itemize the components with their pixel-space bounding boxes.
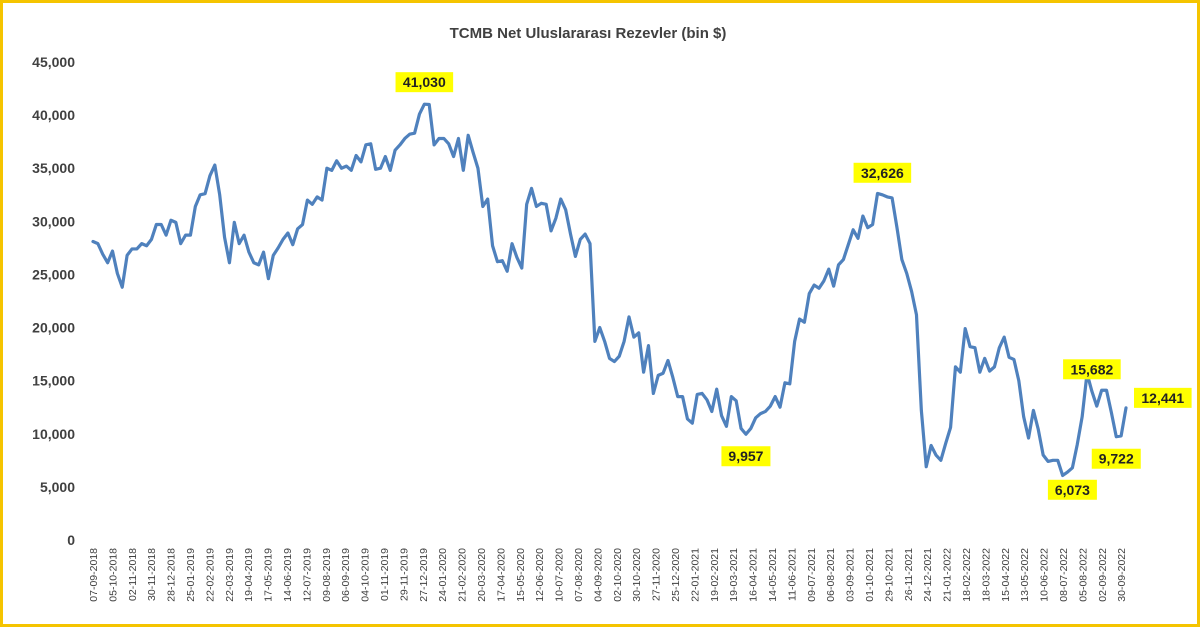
data-label-highlight xyxy=(1063,359,1121,380)
data-label: 9,957 xyxy=(721,446,771,467)
data-label-text: 12,441 xyxy=(1141,390,1184,406)
x-tick-label: 22-02-2019 xyxy=(204,548,216,602)
x-tick-label: 24-01-2020 xyxy=(437,548,449,602)
y-tick-label: 10,000 xyxy=(32,426,75,442)
x-tick-label: 07-09-2018 xyxy=(88,548,100,602)
x-tick-label: 17-04-2020 xyxy=(495,548,507,602)
x-tick-label: 05-08-2022 xyxy=(1077,548,1089,602)
x-tick-label: 25-01-2019 xyxy=(185,548,197,602)
data-label-text: 6,073 xyxy=(1055,482,1090,498)
x-tick-label: 02-09-2022 xyxy=(1097,548,1109,602)
x-tick-label: 20-03-2020 xyxy=(476,548,488,602)
data-labels: 41,030 9,957 32,626 6,073 15,682 9,722 12,441 xyxy=(395,72,1192,500)
x-tick-label: 02-10-2020 xyxy=(612,548,624,602)
data-label-highlight xyxy=(1047,479,1097,500)
x-tick-label: 01-10-2021 xyxy=(864,548,876,602)
x-tick-label: 06-09-2019 xyxy=(340,548,352,602)
x-tick-label: 12-07-2019 xyxy=(301,548,313,602)
y-tick-label: 0 xyxy=(67,532,75,548)
y-tick-label: 15,000 xyxy=(32,373,75,389)
y-tick-label: 20,000 xyxy=(32,320,75,336)
x-tick-label: 27-11-2020 xyxy=(651,548,663,601)
x-tick-label: 11-06-2021 xyxy=(786,548,798,601)
x-tick-label: 18-02-2022 xyxy=(961,548,973,602)
data-label-highlight xyxy=(1091,448,1141,469)
x-tick-label: 04-10-2019 xyxy=(360,548,372,602)
x-tick-label: 06-08-2021 xyxy=(825,548,837,602)
y-tick-label: 5,000 xyxy=(40,479,75,495)
data-label: 6,073 xyxy=(1047,479,1097,500)
data-label: 9,722 xyxy=(1091,448,1141,469)
x-tick-label: 15-05-2020 xyxy=(515,548,527,602)
data-label-text: 9,957 xyxy=(728,448,763,464)
x-tick-label: 27-12-2019 xyxy=(418,548,430,602)
y-tick-label: 45,000 xyxy=(32,54,75,70)
x-tick-label: 14-05-2021 xyxy=(767,548,779,602)
x-tick-label: 30-09-2022 xyxy=(1116,548,1128,602)
x-tick-label: 08-07-2022 xyxy=(1058,548,1070,602)
x-tick-label: 13-05-2022 xyxy=(1019,548,1031,602)
y-axis: 0 5,000 10,000 15,000 20,000 25,000 30,000 35,0… xyxy=(32,54,75,548)
x-tick-label: 01-11-2019 xyxy=(379,548,391,601)
data-label-text: 9,722 xyxy=(1099,451,1134,467)
y-tick-label: 40,000 xyxy=(32,107,75,123)
x-tick-label: 25-12-2020 xyxy=(670,548,682,602)
x-tick-label: 22-01-2021 xyxy=(689,548,701,602)
y-tick-label: 30,000 xyxy=(32,213,75,229)
data-label-text: 32,626 xyxy=(861,165,904,181)
x-tick-label: 17-05-2019 xyxy=(263,548,275,602)
data-label-highlight xyxy=(395,72,454,93)
x-tick-label: 19-04-2019 xyxy=(243,548,255,602)
x-tick-label: 24-12-2021 xyxy=(922,548,934,602)
x-tick-label: 12-06-2020 xyxy=(534,548,546,602)
x-tick-label: 18-03-2022 xyxy=(980,548,992,602)
data-label-highlight xyxy=(721,446,771,467)
x-tick-label: 21-02-2020 xyxy=(457,548,469,602)
data-label: 41,030 xyxy=(395,72,454,93)
x-tick-label: 14-06-2019 xyxy=(282,548,294,602)
x-tick-label: 03-09-2021 xyxy=(845,548,857,602)
data-label-highlight xyxy=(1134,387,1192,408)
chart-title: TCMB Net Uluslararası Rezevler (bin $) xyxy=(450,25,727,42)
x-tick-label: 10-07-2020 xyxy=(554,548,566,602)
data-label: 15,682 xyxy=(1063,359,1121,380)
y-tick-label: 25,000 xyxy=(32,266,75,282)
data-label: 32,626 xyxy=(853,162,912,183)
x-tick-label: 07-08-2020 xyxy=(573,548,585,602)
series-layer xyxy=(91,102,1128,478)
x-tick-label: 09-07-2021 xyxy=(806,548,818,602)
x-tick-label: 22-03-2019 xyxy=(224,548,236,602)
x-axis: 07-09-2018 05-10-2018 02-11-2018 30-11-2018… xyxy=(88,548,1128,602)
x-tick-label: 29-11-2019 xyxy=(398,548,410,601)
data-label-text: 15,682 xyxy=(1070,361,1113,377)
x-tick-label: 19-02-2021 xyxy=(709,548,721,602)
data-label: 12,441 xyxy=(1134,387,1192,408)
x-tick-label: 04-09-2020 xyxy=(592,548,604,602)
x-tick-label: 29-10-2021 xyxy=(883,548,895,602)
data-label-highlight xyxy=(853,162,912,183)
reserves-line xyxy=(91,102,1128,478)
x-tick-label: 16-04-2021 xyxy=(748,548,760,602)
y-tick-label: 35,000 xyxy=(32,160,75,176)
x-tick-label: 02-11-2018 xyxy=(127,548,139,601)
x-tick-label: 26-11-2021 xyxy=(903,548,915,601)
x-tick-label: 19-03-2021 xyxy=(728,548,740,602)
x-tick-label: 09-08-2019 xyxy=(321,548,333,602)
data-label-text: 41,030 xyxy=(403,74,446,90)
x-tick-label: 15-04-2022 xyxy=(1000,548,1012,602)
x-tick-label: 30-11-2018 xyxy=(146,548,158,601)
x-tick-label: 10-06-2022 xyxy=(1039,548,1051,602)
x-tick-label: 05-10-2018 xyxy=(107,548,119,602)
x-tick-label: 30-10-2020 xyxy=(631,548,643,602)
x-tick-label: 28-12-2018 xyxy=(166,548,178,602)
x-tick-label: 21-01-2022 xyxy=(942,548,954,602)
